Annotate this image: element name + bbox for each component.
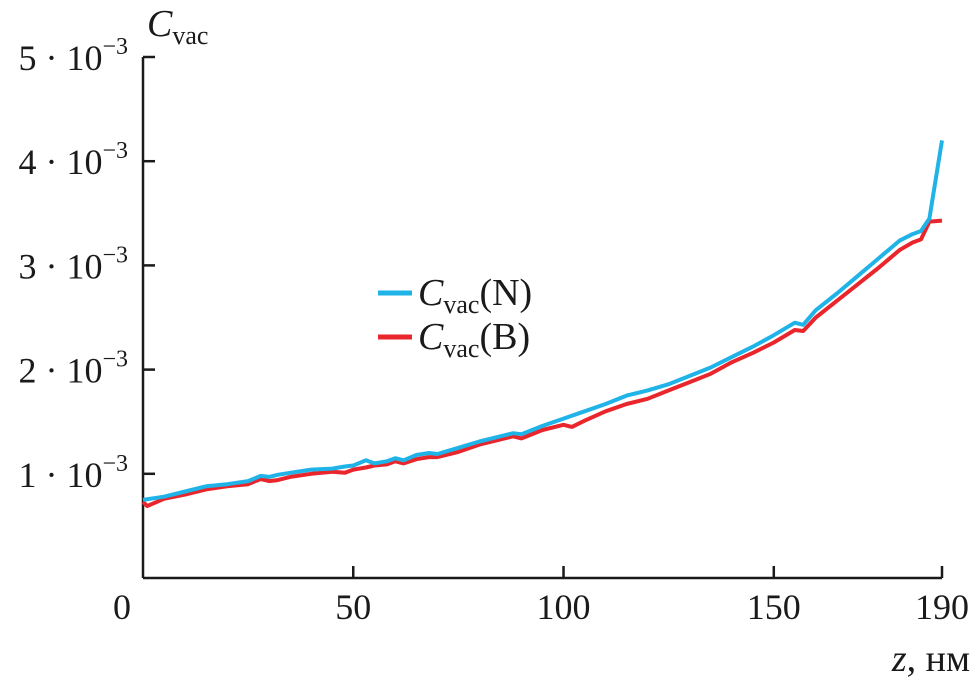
x-tick-label-3: 100 — [537, 587, 591, 627]
y-tick-label-5: 5 · 10−3 — [18, 34, 128, 78]
series-line-1 — [142, 140, 944, 502]
y-tick-label-4: 4 · 10−3 — [18, 138, 128, 182]
y-axis-title: Cvac — [147, 3, 208, 50]
y-tick-label-1: 1 · 10−3 — [18, 451, 128, 495]
y-tick-label-3: 3 · 10−3 — [18, 242, 128, 286]
y-tick-label-2: 2 · 10−3 — [18, 347, 128, 391]
legend-label-1: Cvac(N) — [418, 272, 532, 319]
x-tick-label-1: 0 — [113, 587, 131, 627]
x-tick-label-4: 150 — [747, 587, 801, 627]
x-axis-title: z, нм — [891, 638, 970, 680]
series-line-2 — [141, 218, 943, 509]
legend-label-2: Cvac(B) — [418, 316, 530, 363]
x-tick-label-2: 50 — [335, 587, 371, 627]
x-tick-label-5: 190 — [915, 587, 969, 627]
